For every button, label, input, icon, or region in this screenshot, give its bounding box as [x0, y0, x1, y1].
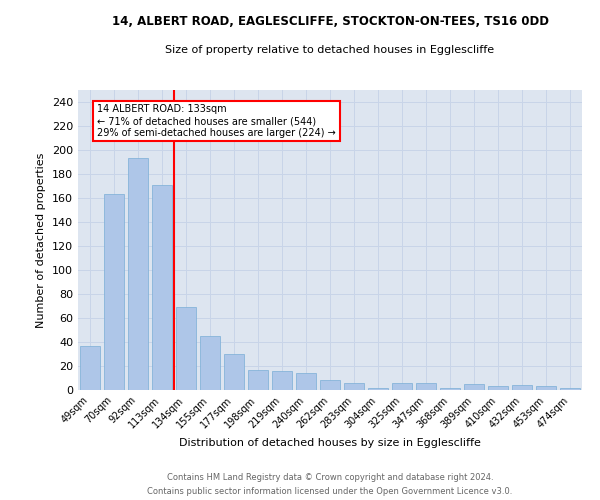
Bar	[248, 370, 268, 390]
Bar	[344, 383, 364, 390]
Text: Size of property relative to detached houses in Egglescliffe: Size of property relative to detached ho…	[166, 45, 494, 55]
Bar	[560, 388, 580, 390]
Bar	[224, 354, 244, 390]
X-axis label: Distribution of detached houses by size in Egglescliffe: Distribution of detached houses by size …	[179, 438, 481, 448]
Bar	[320, 380, 340, 390]
Text: 14, ALBERT ROAD, EAGLESCLIFFE, STOCKTON-ON-TEES, TS16 0DD: 14, ALBERT ROAD, EAGLESCLIFFE, STOCKTON-…	[112, 15, 548, 28]
Text: Contains public sector information licensed under the Open Government Licence v3: Contains public sector information licen…	[148, 488, 512, 496]
Bar	[488, 386, 508, 390]
Bar	[128, 158, 148, 390]
Bar	[368, 388, 388, 390]
Bar	[440, 388, 460, 390]
Text: Contains HM Land Registry data © Crown copyright and database right 2024.: Contains HM Land Registry data © Crown c…	[167, 472, 493, 482]
Bar	[200, 336, 220, 390]
Text: 14 ALBERT ROAD: 133sqm
← 71% of detached houses are smaller (544)
29% of semi-de: 14 ALBERT ROAD: 133sqm ← 71% of detached…	[97, 104, 336, 138]
Bar	[104, 194, 124, 390]
Bar	[296, 373, 316, 390]
Bar	[176, 307, 196, 390]
Bar	[512, 385, 532, 390]
Bar	[80, 346, 100, 390]
Y-axis label: Number of detached properties: Number of detached properties	[37, 152, 46, 328]
Bar	[536, 386, 556, 390]
Bar	[392, 383, 412, 390]
Bar	[152, 185, 172, 390]
Bar	[464, 384, 484, 390]
Bar	[272, 371, 292, 390]
Bar	[416, 383, 436, 390]
